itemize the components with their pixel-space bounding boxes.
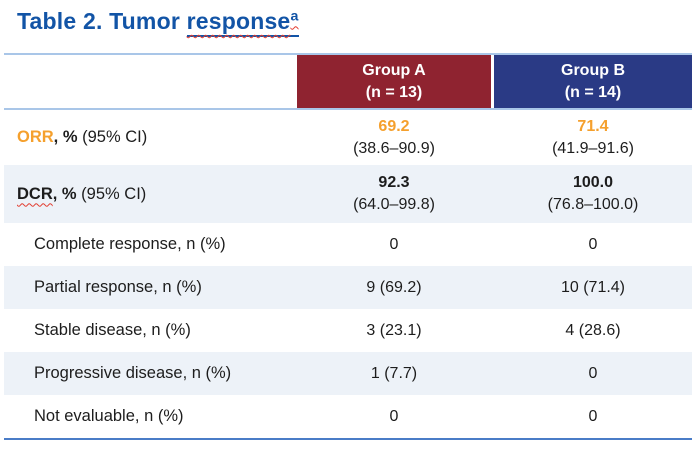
partial-response-group-a: 9 (69.2) — [366, 278, 422, 296]
row-dcr: DCR, % (95% CI) 92.3 (64.0–99.8) 100.0 (… — [4, 165, 692, 223]
row-stable-disease: Stable disease, n (%) 3 (23.1) 4 (28.6) — [4, 309, 692, 352]
not-evaluable-group-a: 0 — [389, 407, 399, 425]
not-evaluable-group-b: 0 — [588, 407, 598, 425]
header-row: Group A (n = 13) Group B (n = 14) — [4, 53, 692, 110]
orr-unit: , % — [53, 128, 78, 146]
row-dcr-label: DCR, % (95% CI) — [4, 165, 297, 223]
progressive-disease-label: Progressive disease, n (%) — [34, 364, 232, 382]
dcr-b-ci: (76.8–100.0) — [547, 196, 639, 213]
stable-disease-group-a: 3 (23.1) — [366, 321, 422, 339]
orr-a-main: 69.2 — [378, 117, 410, 135]
not-evaluable-label: Not evaluable, n (%) — [34, 407, 184, 425]
row-orr: ORR, % (95% CI) 69.2 (38.6–90.9) 71.4 (4… — [4, 110, 692, 165]
partial-response-label: Partial response, n (%) — [34, 278, 202, 296]
progressive-disease-group-a: 1 (7.7) — [370, 364, 418, 382]
orr-b-ci: (41.9–91.6) — [552, 139, 634, 157]
orr-group-a-value: 69.2 (38.6–90.9) — [297, 110, 491, 165]
row-orr-label: ORR, % (95% CI) — [4, 110, 297, 165]
row-partial-response: Partial response, n (%) 9 (69.2) 10 (71.… — [4, 266, 692, 309]
group-b-label: Group B — [561, 61, 625, 79]
dcr-a-main: 92.3 — [378, 174, 410, 191]
complete-response-group-a: 0 — [389, 235, 399, 253]
dcr-a-ci: (64.0–99.8) — [353, 196, 435, 213]
stable-disease-group-b: 4 (28.6) — [565, 321, 621, 339]
orr-b-main: 71.4 — [577, 117, 609, 135]
dcr-ci-note: (95% CI) — [76, 184, 147, 203]
title-underlined-word: responsea — [186, 8, 299, 37]
complete-response-label: Complete response, n (%) — [34, 235, 226, 253]
orr-a-ci: (38.6–90.9) — [353, 139, 435, 157]
group-a-label: Group A — [362, 61, 426, 79]
column-header-group-b: Group B (n = 14) — [494, 55, 692, 108]
tumor-response-table: Group A (n = 13) Group B (n = 14) ORR, %… — [4, 53, 692, 440]
orr-ci-note: (95% CI) — [77, 128, 148, 146]
complete-response-group-b: 0 — [588, 235, 598, 253]
orr-abbrev: ORR — [17, 128, 54, 146]
slide: Table 2. Tumor responsea Group A (n = 13… — [0, 8, 696, 452]
dcr-abbrev: DCR — [17, 184, 53, 203]
column-header-group-a: Group A (n = 13) — [297, 55, 491, 108]
stable-disease-label: Stable disease, n (%) — [34, 321, 191, 339]
title-underlined-text: response — [186, 8, 291, 34]
orr-group-b-value: 71.4 (41.9–91.6) — [494, 110, 692, 165]
dcr-b-main: 100.0 — [572, 174, 614, 191]
row-complete-response: Complete response, n (%) 0 0 — [4, 223, 692, 266]
dcr-group-b-value: 100.0 (76.8–100.0) — [494, 165, 692, 223]
table-title: Table 2. Tumor responsea — [17, 8, 696, 42]
progressive-disease-group-b: 0 — [588, 364, 598, 382]
partial-response-group-b: 10 (71.4) — [560, 278, 626, 296]
group-b-n: (n = 14) — [564, 83, 622, 101]
row-progressive-disease: Progressive disease, n (%) 1 (7.7) 0 — [4, 352, 692, 395]
row-not-evaluable: Not evaluable, n (%) 0 0 — [4, 395, 692, 438]
title-superscript: a — [290, 8, 299, 25]
dcr-unit: , % — [52, 184, 77, 203]
group-a-n: (n = 13) — [365, 83, 423, 101]
title-prefix: Table 2. Tumor — [17, 8, 187, 34]
dcr-group-a-value: 92.3 (64.0–99.8) — [297, 165, 491, 223]
header-label-spacer — [4, 55, 297, 108]
